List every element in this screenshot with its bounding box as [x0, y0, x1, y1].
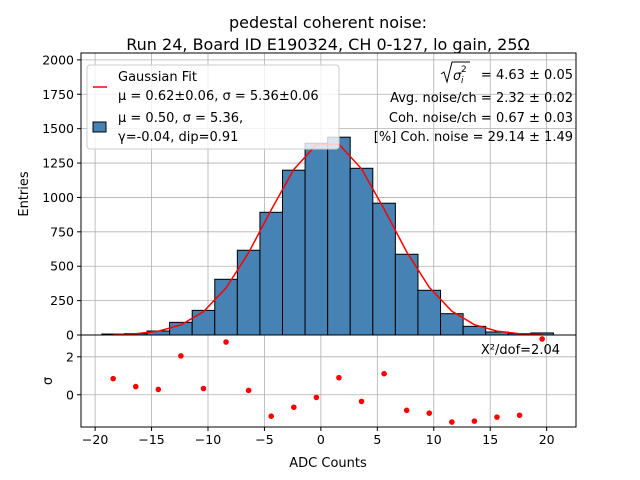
legend: Gaussian Fit μ = 0.62±0.06, σ = 5.36±0.0… — [86, 64, 340, 150]
residual-point — [471, 418, 478, 424]
histogram-bar — [281, 169, 306, 336]
sigma-subscript: i — [461, 76, 464, 86]
residual-y-ticks: 02 — [66, 349, 81, 402]
legend-hist-swatch-icon — [92, 121, 107, 133]
residual-y-tick-label: 2 — [66, 349, 74, 364]
coh-noise-percent: [%] Coh. noise = 29.14 ± 1.49 — [374, 130, 573, 145]
histogram-bar — [327, 136, 351, 336]
chart-title-line2: Run 24, Board ID E190324, CH 0-127, lo g… — [126, 35, 529, 54]
x-tick-label: −20 — [82, 432, 108, 447]
histogram-bar — [259, 211, 283, 336]
residual-point — [426, 410, 433, 416]
residual-point — [449, 419, 455, 425]
sigma-value: = 4.63 ± 0.05 — [481, 68, 573, 83]
residual-points — [110, 336, 545, 425]
y-tick-label: 1500 — [42, 121, 74, 136]
residual-point — [178, 353, 184, 359]
y-tick-label: 2000 — [42, 52, 74, 67]
legend-fit-label: Gaussian Fit — [118, 70, 197, 85]
histogram-bar — [191, 309, 216, 336]
y-tick-label: 0 — [66, 328, 74, 343]
y-tick-label: 1750 — [42, 87, 74, 102]
y-axis-label: Entries — [17, 171, 32, 217]
x-tick-label: −15 — [138, 432, 164, 447]
histogram-bar — [304, 142, 329, 336]
histogram-bar — [236, 249, 261, 336]
histogram-bar — [394, 253, 419, 336]
y-tick-label: 500 — [50, 259, 74, 274]
chi2-annotation: X²/dof=2.04 — [481, 343, 560, 358]
residual-axes-frame — [80, 334, 577, 428]
legend-hist-line2: γ=-0.04, dip=0.91 — [118, 130, 238, 145]
histogram-bar — [417, 289, 442, 336]
y-tick-label: 250 — [50, 293, 74, 308]
residual-point — [155, 386, 162, 393]
sigma-symbol: σ — [453, 69, 462, 84]
residual-point — [313, 394, 320, 401]
coh-noise: Coh. noise/ch = 0.67 ± 0.03 — [389, 111, 573, 126]
sigma-superscript: 2 — [461, 65, 467, 75]
residual-point — [245, 387, 252, 394]
x-tick-label: 0 — [317, 432, 325, 447]
residual-point — [132, 383, 139, 390]
residual-point — [403, 407, 410, 414]
x-tick-label: −5 — [255, 432, 273, 447]
y-tick-label: 1000 — [42, 190, 74, 205]
histogram-bar — [349, 167, 374, 336]
legend-fit-params: μ = 0.62±0.06, σ = 5.36±0.06 — [118, 89, 319, 104]
x-axis-label: ADC Counts — [289, 456, 367, 471]
residual-point — [516, 412, 523, 419]
noise-annotations: σ i 2 = 4.63 ± 0.05 Avg. noise/ch = 2.32… — [374, 61, 573, 145]
x-tick-label: 15 — [482, 432, 498, 447]
main-y-ticks: 0 250 500 750 1000 1250 1500 1750 2000 — [42, 52, 81, 343]
residual-y-label: σ — [41, 377, 56, 385]
sqrt-symbol-icon — [440, 61, 470, 84]
residual-point — [110, 375, 116, 382]
x-tick-label: 20 — [539, 432, 555, 447]
residual-point — [539, 336, 545, 342]
x-ticks: −20 −15 −10 −5 0 5 10 15 20 — [82, 427, 555, 447]
residual-point — [336, 374, 342, 381]
residual-point — [223, 339, 229, 345]
residual-point — [381, 370, 387, 377]
residual-point — [494, 414, 500, 420]
residual-grid — [81, 335, 576, 427]
chart-title-line1: pedestal coherent noise: — [229, 13, 427, 32]
residual-point — [290, 404, 297, 411]
residual-point — [358, 398, 365, 405]
x-tick-label: 10 — [426, 432, 442, 447]
histogram-bar — [440, 313, 464, 336]
x-tick-label: 5 — [373, 432, 381, 447]
avg-noise: Avg. noise/ch = 2.32 ± 0.02 — [390, 91, 573, 106]
y-tick-label: 750 — [50, 224, 74, 239]
residual-point — [200, 385, 207, 392]
residual-y-tick-label: 0 — [66, 387, 74, 402]
x-tick-label: −10 — [195, 432, 221, 447]
residual-point — [268, 413, 275, 419]
y-tick-label: 1250 — [42, 156, 74, 171]
legend-hist-line1: μ = 0.50, σ = 5.36, — [118, 111, 243, 126]
